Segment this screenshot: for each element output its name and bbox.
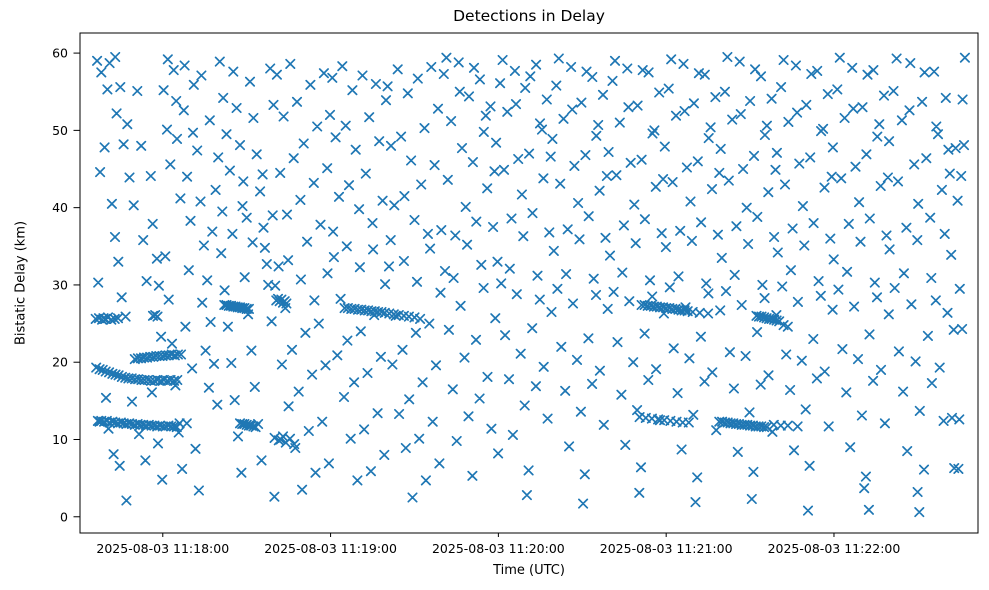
y-tick-label: 40 bbox=[52, 200, 68, 215]
x-tick-label: 2025-08-03 11:18:00 bbox=[96, 541, 229, 556]
y-tick-label: 10 bbox=[52, 432, 68, 447]
x-tick-label: 2025-08-03 11:19:00 bbox=[264, 541, 397, 556]
scatter-points bbox=[90, 51, 970, 518]
x-tick-label: 2025-08-03 11:20:00 bbox=[432, 541, 565, 556]
chart-title: Detections in Delay bbox=[453, 7, 605, 25]
y-tick-label: 20 bbox=[52, 355, 68, 370]
x-axis-label: Time (UTC) bbox=[493, 563, 565, 578]
y-tick-label: 0 bbox=[60, 509, 68, 524]
y-tick-label: 60 bbox=[52, 46, 68, 61]
y-axis-label: Bistatic Delay (km) bbox=[13, 220, 29, 346]
y-tick-label: 50 bbox=[52, 123, 68, 138]
x-tick-label: 2025-08-03 11:21:00 bbox=[600, 541, 733, 556]
y-tick-label: 30 bbox=[52, 277, 68, 292]
axes-frame bbox=[79, 32, 979, 534]
x-tick-label: 2025-08-03 11:22:00 bbox=[768, 541, 901, 556]
